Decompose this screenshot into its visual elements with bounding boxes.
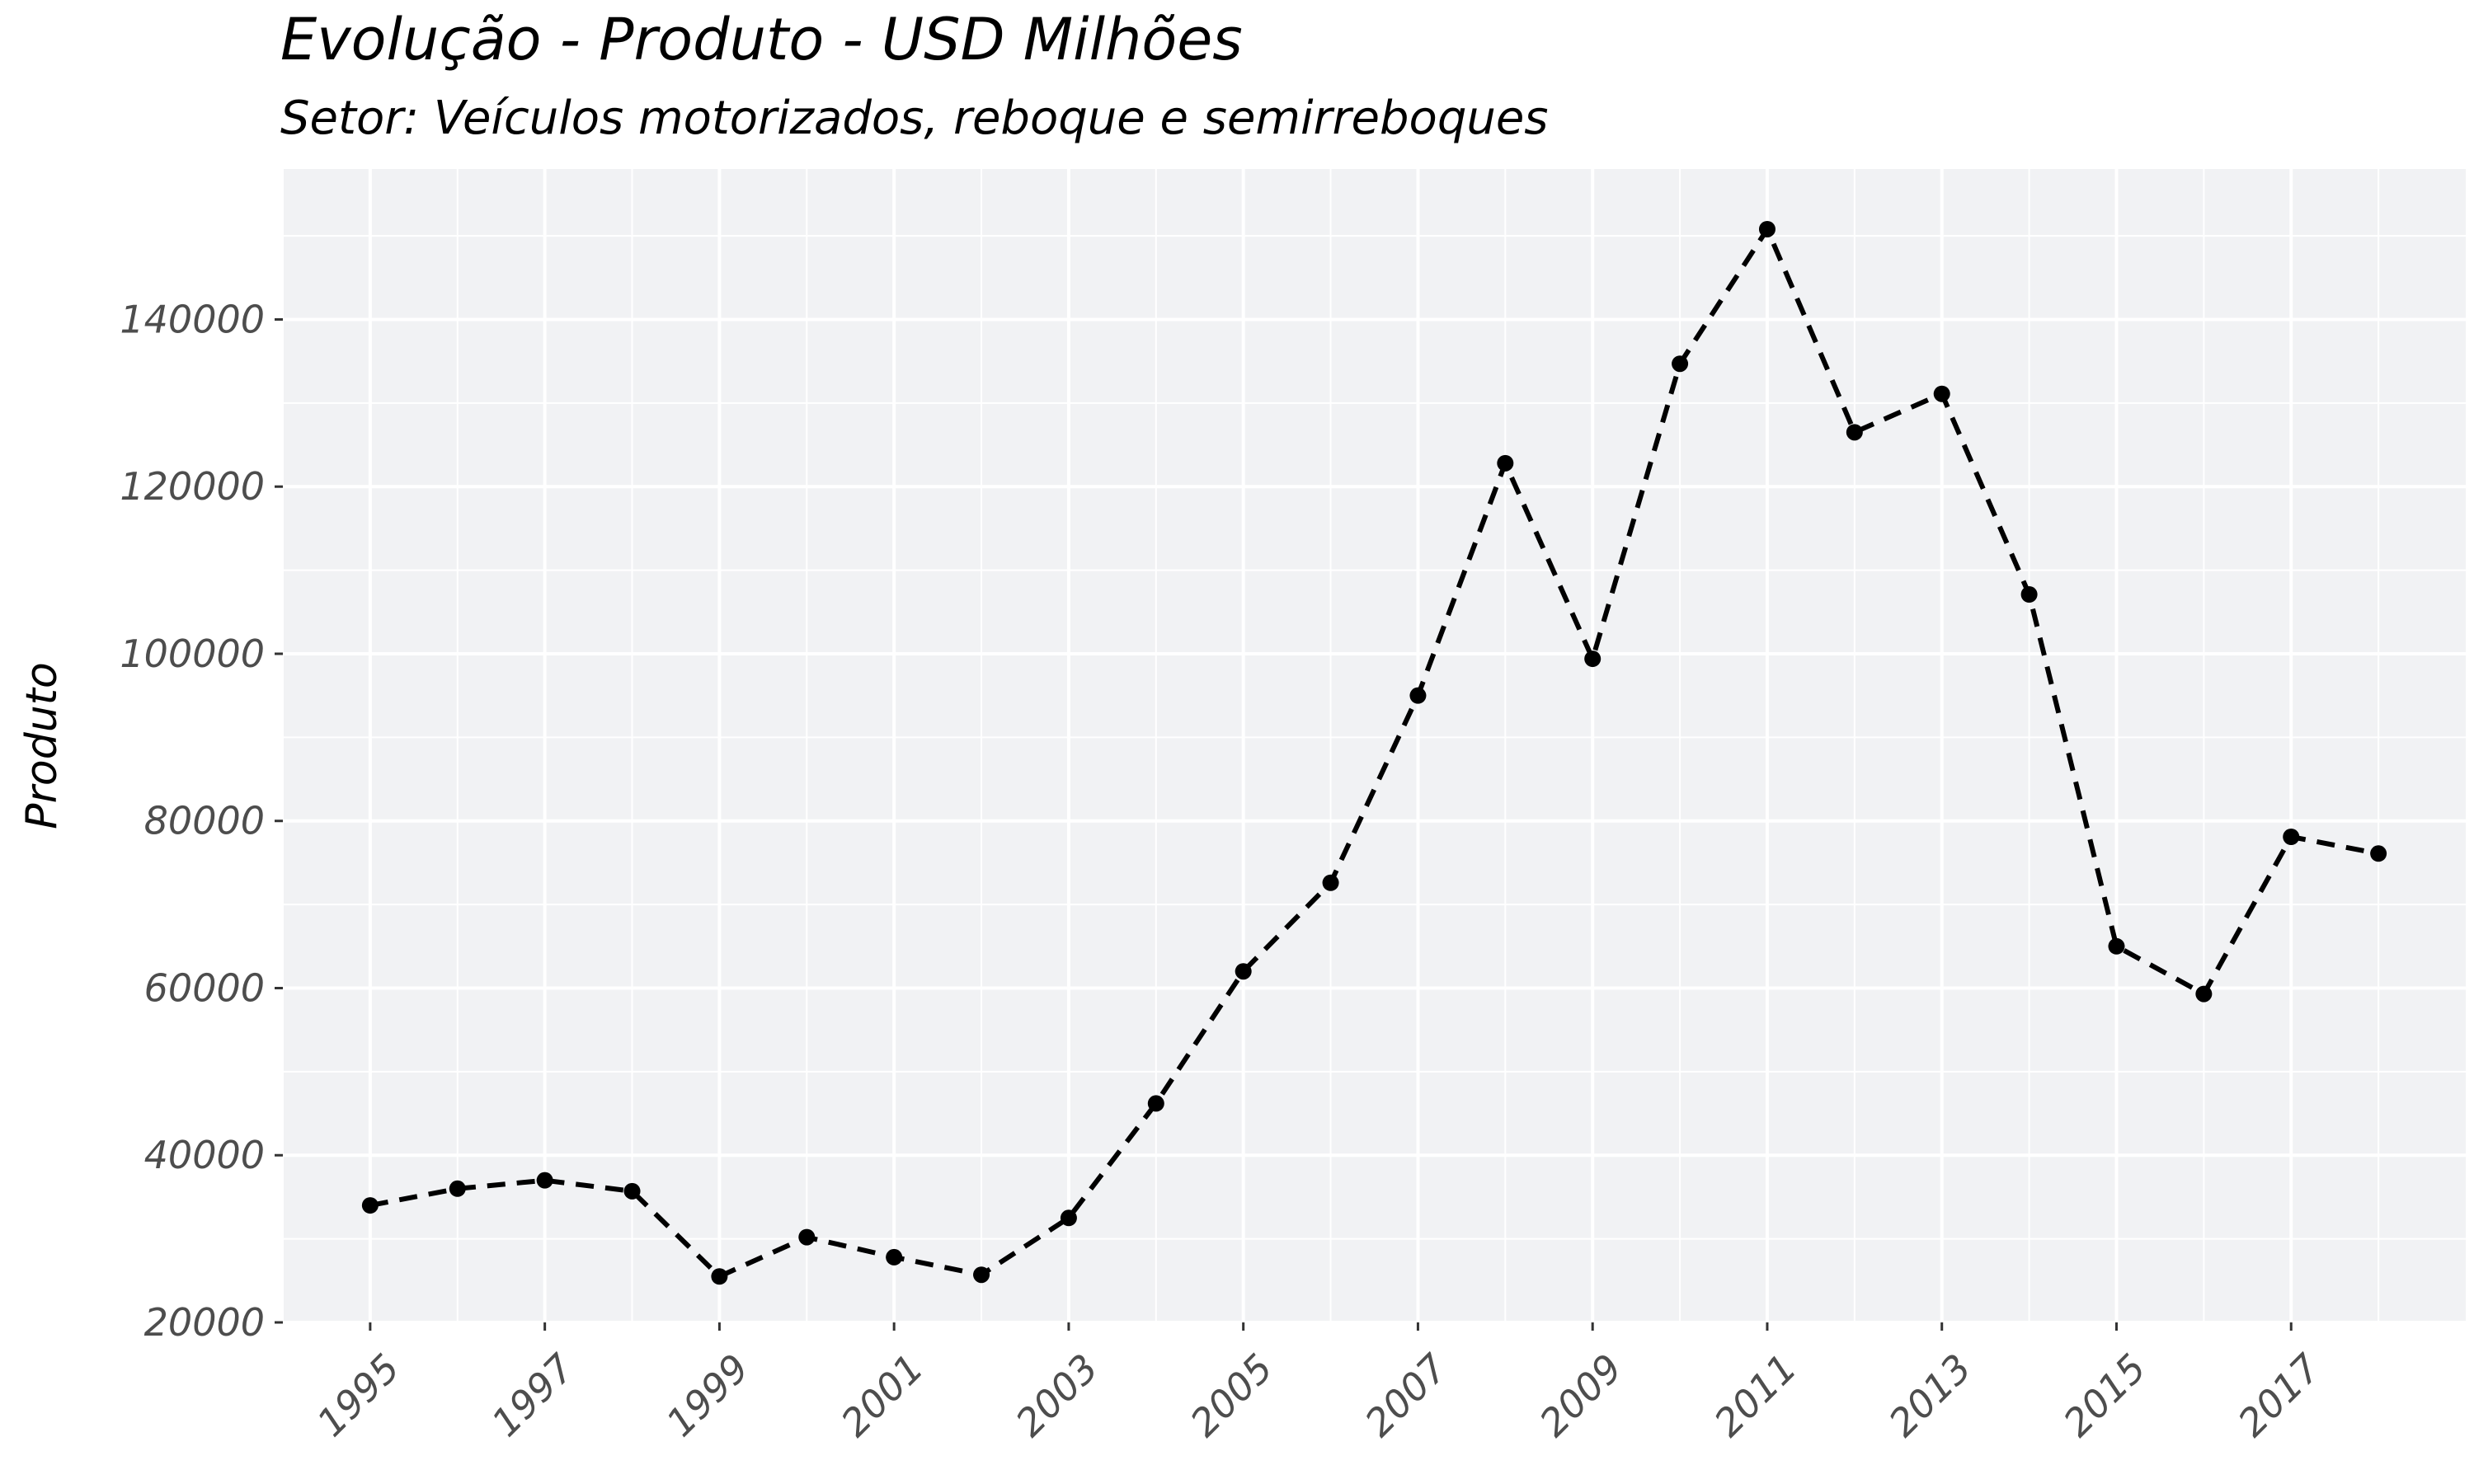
axes xyxy=(275,317,2293,1331)
x-tick-label: 2005 xyxy=(1182,1345,1282,1445)
x-tick-label: 2009 xyxy=(1531,1345,1630,1445)
data-point xyxy=(536,1172,553,1189)
data-point xyxy=(886,1248,903,1266)
x-tick-label: 2015 xyxy=(2055,1345,2155,1445)
major-gridlines xyxy=(283,169,2466,1324)
x-tick-label: 2011 xyxy=(1705,1345,1805,1445)
data-point xyxy=(1584,650,1602,668)
series-line xyxy=(369,223,2379,1280)
data-point xyxy=(1147,1095,1164,1112)
data-point xyxy=(623,1182,641,1200)
x-tick-label: 2013 xyxy=(1880,1345,1980,1445)
y-tick-label: 60000 xyxy=(144,965,265,1010)
y-tick-label: 100000 xyxy=(120,632,265,676)
data-points xyxy=(361,220,2387,1285)
y-axis-title: Produto xyxy=(17,662,67,829)
data-point xyxy=(1758,220,1776,237)
data-point xyxy=(2020,586,2038,603)
data-point xyxy=(1497,454,1514,472)
data-point xyxy=(2108,937,2125,955)
data-point xyxy=(1672,355,1689,373)
data-point xyxy=(2283,829,2300,846)
data-point xyxy=(449,1180,466,1197)
x-tick-labels: 1995 1997 1999 2001 2003 2005 2007 2009 2011 2013… xyxy=(308,1345,2329,1445)
x-tick-label: 2001 xyxy=(832,1345,932,1445)
data-point xyxy=(1409,687,1427,704)
y-tick-label: 120000 xyxy=(120,464,265,509)
data-point xyxy=(798,1228,816,1246)
y-tick-label: 20000 xyxy=(144,1300,265,1345)
y-tick-labels: 20000 40000 60000 80000 100000 120000 140000 xyxy=(120,297,265,1345)
data-point xyxy=(711,1268,728,1285)
data-point xyxy=(1060,1209,1077,1227)
data-point xyxy=(1933,385,1950,402)
x-tick-label: 1999 xyxy=(658,1345,758,1445)
x-tick-label: 2007 xyxy=(1357,1345,1456,1445)
chart-title: Evolução - Produto - USD Milhões xyxy=(280,6,1243,73)
data-point xyxy=(2370,845,2387,862)
plot-panel xyxy=(283,169,2466,1322)
x-tick-label: 1995 xyxy=(308,1345,408,1445)
data-point xyxy=(2195,985,2213,1003)
x-tick-label: 2017 xyxy=(2229,1345,2329,1445)
data-point xyxy=(1235,963,1252,980)
y-tick-label: 80000 xyxy=(144,799,265,843)
y-tick-label: 40000 xyxy=(144,1133,265,1177)
data-point xyxy=(973,1266,990,1284)
minor-gridlines xyxy=(282,169,2466,1322)
x-tick-label: 1997 xyxy=(483,1345,583,1445)
data-point xyxy=(1322,874,1339,891)
data-point xyxy=(361,1197,379,1214)
x-tick-label: 2003 xyxy=(1007,1345,1107,1445)
chart-subtitle: Setor: Veículos motorizados, reboque e s… xyxy=(280,92,1548,145)
y-tick-label: 140000 xyxy=(120,297,265,341)
data-point xyxy=(1846,424,1863,441)
